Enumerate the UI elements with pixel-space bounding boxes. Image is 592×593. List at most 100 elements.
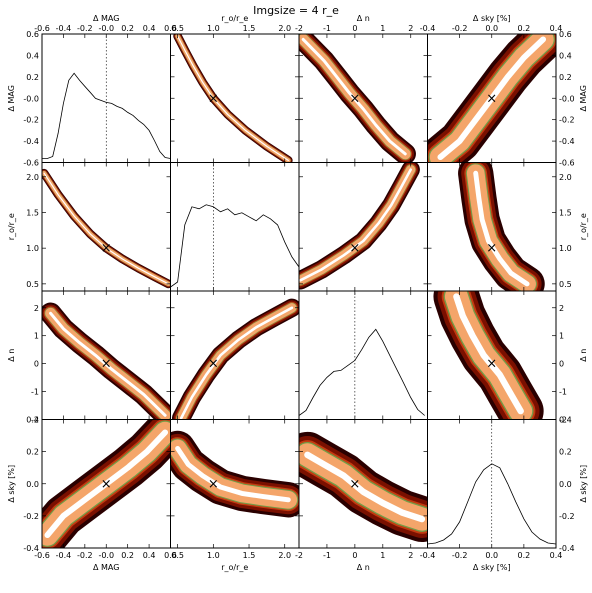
right-tick-label-re: 1.0	[559, 244, 572, 253]
bottom-tick-label-dsky: -0.2	[452, 551, 468, 560]
left-tick-label-dmag: -0.6	[23, 159, 39, 168]
left-tick-label-dmag: 0.4	[26, 51, 39, 60]
histogram-dn	[299, 328, 425, 416]
histogram-dsky	[427, 463, 556, 545]
density-level-5	[43, 172, 170, 285]
density-peak	[49, 311, 167, 417]
truth-marker: ×	[349, 477, 360, 492]
bottom-tick-label-dmag: -0.2	[77, 551, 93, 560]
bottom-tick-label-dsky: -0.4	[420, 551, 436, 560]
left-tick-label-re: 2.0	[26, 173, 39, 182]
truth-marker: ×	[208, 91, 219, 106]
left-tick-label-dn: -1	[31, 388, 39, 397]
right-tick-label-dmag: -0.2	[559, 116, 575, 125]
density-level-1	[173, 300, 299, 420]
top-tick-label-re: 1.5	[243, 24, 256, 33]
truth-marker: ×	[101, 477, 112, 492]
bottom-tick-label-dn: -2	[295, 551, 303, 560]
figure-title: Imgsize = 4 r_e	[253, 4, 339, 17]
bottom-tick-label-dmag: 0.6	[164, 551, 177, 560]
contour-outer	[175, 34, 291, 163]
density-level-2	[42, 170, 171, 287]
truth-marker: ×	[349, 91, 360, 106]
top-axis-title-dmag: Δ MAG	[93, 14, 119, 23]
top-tick-label-dmag: -0.4	[56, 24, 72, 33]
density-level-1	[174, 34, 292, 163]
right-tick-label-dn: 1	[559, 332, 564, 341]
density-level-3	[42, 171, 171, 286]
left-tick-label-dmag: 0.6	[26, 30, 39, 39]
left-tick-label-re: 0.5	[26, 280, 39, 289]
panel-dsky-vs-dsky	[427, 421, 556, 546]
right-tick-label-dn: 2	[559, 304, 564, 313]
right-tick-label-dmag: 0.4	[559, 51, 572, 60]
density-peak	[473, 170, 530, 287]
bottom-tick-label-dn: 2	[408, 551, 413, 560]
panel-re-vs-dmag: ×	[42, 168, 171, 289]
left-tick-label-dsky: -0.4	[23, 544, 39, 553]
left-tick-label-re: 1.0	[26, 244, 39, 253]
histogram-re	[170, 204, 299, 288]
right-tick-label-dmag: 0.2	[559, 73, 572, 82]
panel-dmag-vs-dn: ×	[299, 34, 416, 163]
top-tick-label-dsky: -0.2	[452, 24, 468, 33]
truth-marker: ×	[486, 357, 497, 372]
right-tick-label-re: 1.5	[559, 208, 572, 217]
density-level-0	[42, 168, 171, 289]
top-axis-title-dsky: Δ sky [%]	[473, 14, 511, 23]
truth-marker: ×	[101, 241, 112, 256]
bottom-tick-label-dn: 1	[380, 551, 385, 560]
panel-dn-vs-dsky: ×	[433, 291, 544, 420]
density-peak	[44, 429, 169, 539]
bottom-tick-label-dn: 0	[352, 551, 357, 560]
y-axis-title-dmag: Δ MAG	[7, 85, 16, 111]
right-tick-label-dmag: 0.6	[559, 30, 572, 39]
panel-re-vs-dn: ×	[299, 162, 420, 290]
panel-re-vs-re	[170, 164, 299, 289]
top-tick-label-dsky: 0.4	[550, 24, 563, 33]
top-tick-label-dsky: -0.4	[420, 24, 436, 33]
top-tick-label-dmag: 0.6	[164, 24, 177, 33]
panel-dmag-vs-dmag	[42, 36, 171, 161]
bottom-tick-label-dsky: 0.0	[485, 551, 498, 560]
truth-marker: ×	[208, 477, 219, 492]
left-tick-label-dmag: -0.2	[23, 116, 39, 125]
bottom-tick-label-dn: -1	[323, 551, 331, 560]
top-tick-label-dmag: 0.2	[121, 24, 134, 33]
bottom-tick-label-dmag: 0.4	[143, 551, 156, 560]
bottom-tick-label-dmag: -0.6	[34, 551, 50, 560]
left-tick-label-dn: 2	[34, 304, 39, 313]
density-peak	[177, 35, 289, 161]
left-tick-label-dmag: -0.0	[23, 94, 39, 103]
top-axis-title-dn: Δ n	[357, 14, 370, 23]
top-tick-label-dn: -2	[295, 24, 303, 33]
x-axis-title-dsky: Δ sky [%]	[473, 563, 511, 572]
right-tick-label-re: 0.5	[559, 280, 572, 289]
left-tick-label-dsky: 0.0	[26, 480, 39, 489]
top-tick-label-dn: 0	[352, 24, 357, 33]
panel-frame	[427, 419, 557, 549]
right-tick-label-dsky: -0.2	[559, 512, 575, 521]
contour-outer	[42, 170, 171, 287]
right-tick-label-dmag: -0.0	[559, 94, 575, 103]
histogram-dmag	[42, 72, 171, 159]
left-tick-label-dsky: 0.2	[26, 448, 39, 457]
left-tick-label-dsky: 0.4	[26, 416, 39, 425]
panel-dn-vs-dn	[299, 293, 425, 418]
density-peak	[304, 451, 426, 523]
right-axis-title-dsky: Δ sky [%]	[579, 465, 588, 503]
top-tick-label-dmag: -0.0	[98, 24, 114, 33]
left-tick-label-dn: -2	[31, 416, 39, 425]
bottom-tick-label-dmag: 0.2	[121, 551, 134, 560]
right-tick-label-dmag: -0.4	[559, 137, 575, 146]
density-core-ring	[42, 171, 171, 287]
top-tick-label-re: 1.0	[207, 24, 220, 33]
truth-marker: ×	[208, 357, 219, 372]
right-tick-label-dsky: 0.0	[559, 480, 572, 489]
truth-marker: ×	[349, 241, 360, 256]
truth-marker: ×	[486, 91, 497, 106]
right-tick-label-dsky: 0.2	[559, 448, 572, 457]
x-axis-title-dmag: Δ MAG	[93, 563, 119, 572]
density-peak	[43, 172, 169, 285]
